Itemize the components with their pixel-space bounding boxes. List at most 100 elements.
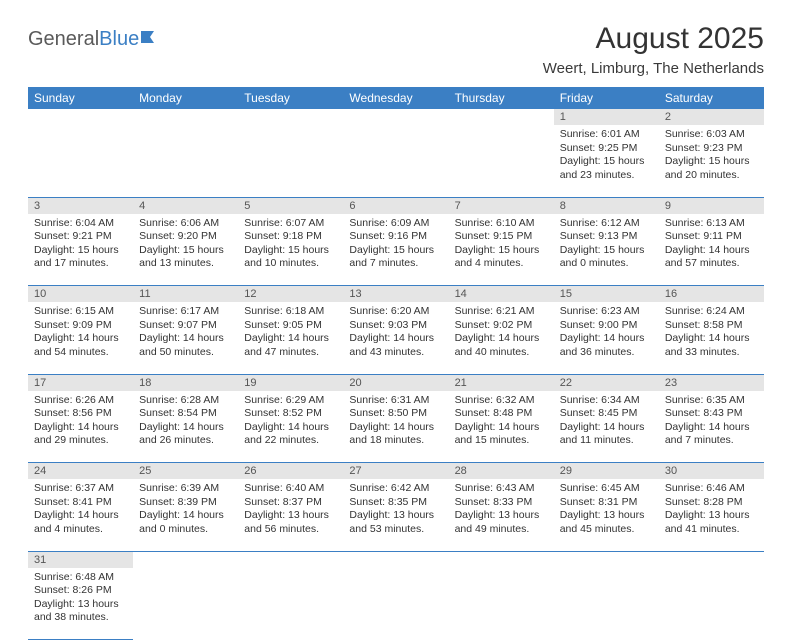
day-details: Sunrise: 6:24 AMSunset: 8:58 PMDaylight:… (659, 302, 764, 364)
day-cell (343, 568, 448, 640)
day-cell (343, 125, 448, 197)
day-number: 3 (28, 197, 133, 214)
day-cell (133, 568, 238, 640)
day-cell: Sunrise: 6:32 AMSunset: 8:48 PMDaylight:… (449, 391, 554, 463)
day-number: 14 (449, 286, 554, 303)
day-number: 26 (238, 463, 343, 480)
flag-icon (140, 28, 160, 51)
location: Weert, Limburg, The Netherlands (543, 60, 764, 77)
day-number: 16 (659, 286, 764, 303)
logo: GeneralBlue (28, 22, 160, 51)
day-body-row: Sunrise: 6:26 AMSunset: 8:56 PMDaylight:… (28, 391, 764, 463)
day-number: 25 (133, 463, 238, 480)
day-cell: Sunrise: 6:07 AMSunset: 9:18 PMDaylight:… (238, 214, 343, 286)
day-cell: Sunrise: 6:13 AMSunset: 9:11 PMDaylight:… (659, 214, 764, 286)
day-cell (238, 125, 343, 197)
title-block: August 2025 Weert, Limburg, The Netherla… (543, 22, 764, 77)
day-body-row: Sunrise: 6:15 AMSunset: 9:09 PMDaylight:… (28, 302, 764, 374)
day-details: Sunrise: 6:07 AMSunset: 9:18 PMDaylight:… (238, 214, 343, 276)
day-number (28, 109, 133, 125)
day-cell: Sunrise: 6:43 AMSunset: 8:33 PMDaylight:… (449, 479, 554, 551)
day-number: 24 (28, 463, 133, 480)
day-cell: Sunrise: 6:01 AMSunset: 9:25 PMDaylight:… (554, 125, 659, 197)
day-cell: Sunrise: 6:15 AMSunset: 9:09 PMDaylight:… (28, 302, 133, 374)
day-number: 22 (554, 374, 659, 391)
day-number (343, 109, 448, 125)
day-header-row: SundayMondayTuesdayWednesdayThursdayFrid… (28, 87, 764, 109)
day-cell (133, 125, 238, 197)
day-number: 28 (449, 463, 554, 480)
day-number: 18 (133, 374, 238, 391)
day-number: 1 (554, 109, 659, 125)
day-cell: Sunrise: 6:20 AMSunset: 9:03 PMDaylight:… (343, 302, 448, 374)
day-details: Sunrise: 6:45 AMSunset: 8:31 PMDaylight:… (554, 479, 659, 541)
day-cell (238, 568, 343, 640)
day-number: 31 (28, 551, 133, 568)
day-cell: Sunrise: 6:24 AMSunset: 8:58 PMDaylight:… (659, 302, 764, 374)
day-number: 6 (343, 197, 448, 214)
day-cell: Sunrise: 6:35 AMSunset: 8:43 PMDaylight:… (659, 391, 764, 463)
day-details: Sunrise: 6:15 AMSunset: 9:09 PMDaylight:… (28, 302, 133, 364)
day-number (238, 109, 343, 125)
day-cell (449, 568, 554, 640)
day-header: Wednesday (343, 87, 448, 109)
day-details: Sunrise: 6:26 AMSunset: 8:56 PMDaylight:… (28, 391, 133, 453)
day-details: Sunrise: 6:01 AMSunset: 9:25 PMDaylight:… (554, 125, 659, 187)
day-cell: Sunrise: 6:37 AMSunset: 8:41 PMDaylight:… (28, 479, 133, 551)
day-cell: Sunrise: 6:10 AMSunset: 9:15 PMDaylight:… (449, 214, 554, 286)
day-number (238, 551, 343, 568)
day-details: Sunrise: 6:04 AMSunset: 9:21 PMDaylight:… (28, 214, 133, 276)
day-body-row: Sunrise: 6:04 AMSunset: 9:21 PMDaylight:… (28, 214, 764, 286)
day-number (343, 551, 448, 568)
day-details: Sunrise: 6:23 AMSunset: 9:00 PMDaylight:… (554, 302, 659, 364)
day-details: Sunrise: 6:31 AMSunset: 8:50 PMDaylight:… (343, 391, 448, 453)
day-number: 12 (238, 286, 343, 303)
day-cell (28, 125, 133, 197)
day-number: 10 (28, 286, 133, 303)
day-details: Sunrise: 6:13 AMSunset: 9:11 PMDaylight:… (659, 214, 764, 276)
day-details: Sunrise: 6:40 AMSunset: 8:37 PMDaylight:… (238, 479, 343, 541)
day-cell: Sunrise: 6:21 AMSunset: 9:02 PMDaylight:… (449, 302, 554, 374)
day-cell: Sunrise: 6:17 AMSunset: 9:07 PMDaylight:… (133, 302, 238, 374)
month-title: August 2025 (543, 22, 764, 56)
day-number: 27 (343, 463, 448, 480)
logo-text-1: General (28, 28, 99, 51)
day-details: Sunrise: 6:03 AMSunset: 9:23 PMDaylight:… (659, 125, 764, 187)
day-details: Sunrise: 6:29 AMSunset: 8:52 PMDaylight:… (238, 391, 343, 453)
day-details: Sunrise: 6:46 AMSunset: 8:28 PMDaylight:… (659, 479, 764, 541)
day-number: 19 (238, 374, 343, 391)
day-details: Sunrise: 6:43 AMSunset: 8:33 PMDaylight:… (449, 479, 554, 541)
day-header: Sunday (28, 87, 133, 109)
day-number (133, 551, 238, 568)
day-number: 4 (133, 197, 238, 214)
day-number: 20 (343, 374, 448, 391)
day-number: 13 (343, 286, 448, 303)
day-number (133, 109, 238, 125)
day-number: 8 (554, 197, 659, 214)
day-body-row: Sunrise: 6:01 AMSunset: 9:25 PMDaylight:… (28, 125, 764, 197)
day-number (449, 551, 554, 568)
day-details: Sunrise: 6:09 AMSunset: 9:16 PMDaylight:… (343, 214, 448, 276)
day-number: 15 (554, 286, 659, 303)
day-number: 7 (449, 197, 554, 214)
day-number: 17 (28, 374, 133, 391)
day-details: Sunrise: 6:28 AMSunset: 8:54 PMDaylight:… (133, 391, 238, 453)
day-cell: Sunrise: 6:45 AMSunset: 8:31 PMDaylight:… (554, 479, 659, 551)
logo-text-2: Blue (99, 28, 139, 51)
day-number-row: 17181920212223 (28, 374, 764, 391)
day-cell: Sunrise: 6:06 AMSunset: 9:20 PMDaylight:… (133, 214, 238, 286)
day-number: 2 (659, 109, 764, 125)
day-number-row: 31 (28, 551, 764, 568)
day-cell: Sunrise: 6:40 AMSunset: 8:37 PMDaylight:… (238, 479, 343, 551)
day-cell: Sunrise: 6:28 AMSunset: 8:54 PMDaylight:… (133, 391, 238, 463)
day-number-row: 3456789 (28, 197, 764, 214)
day-cell: Sunrise: 6:26 AMSunset: 8:56 PMDaylight:… (28, 391, 133, 463)
day-number: 29 (554, 463, 659, 480)
day-number (449, 109, 554, 125)
day-cell (659, 568, 764, 640)
day-details: Sunrise: 6:17 AMSunset: 9:07 PMDaylight:… (133, 302, 238, 364)
day-details: Sunrise: 6:39 AMSunset: 8:39 PMDaylight:… (133, 479, 238, 541)
day-number (659, 551, 764, 568)
day-details: Sunrise: 6:21 AMSunset: 9:02 PMDaylight:… (449, 302, 554, 364)
day-cell: Sunrise: 6:03 AMSunset: 9:23 PMDaylight:… (659, 125, 764, 197)
